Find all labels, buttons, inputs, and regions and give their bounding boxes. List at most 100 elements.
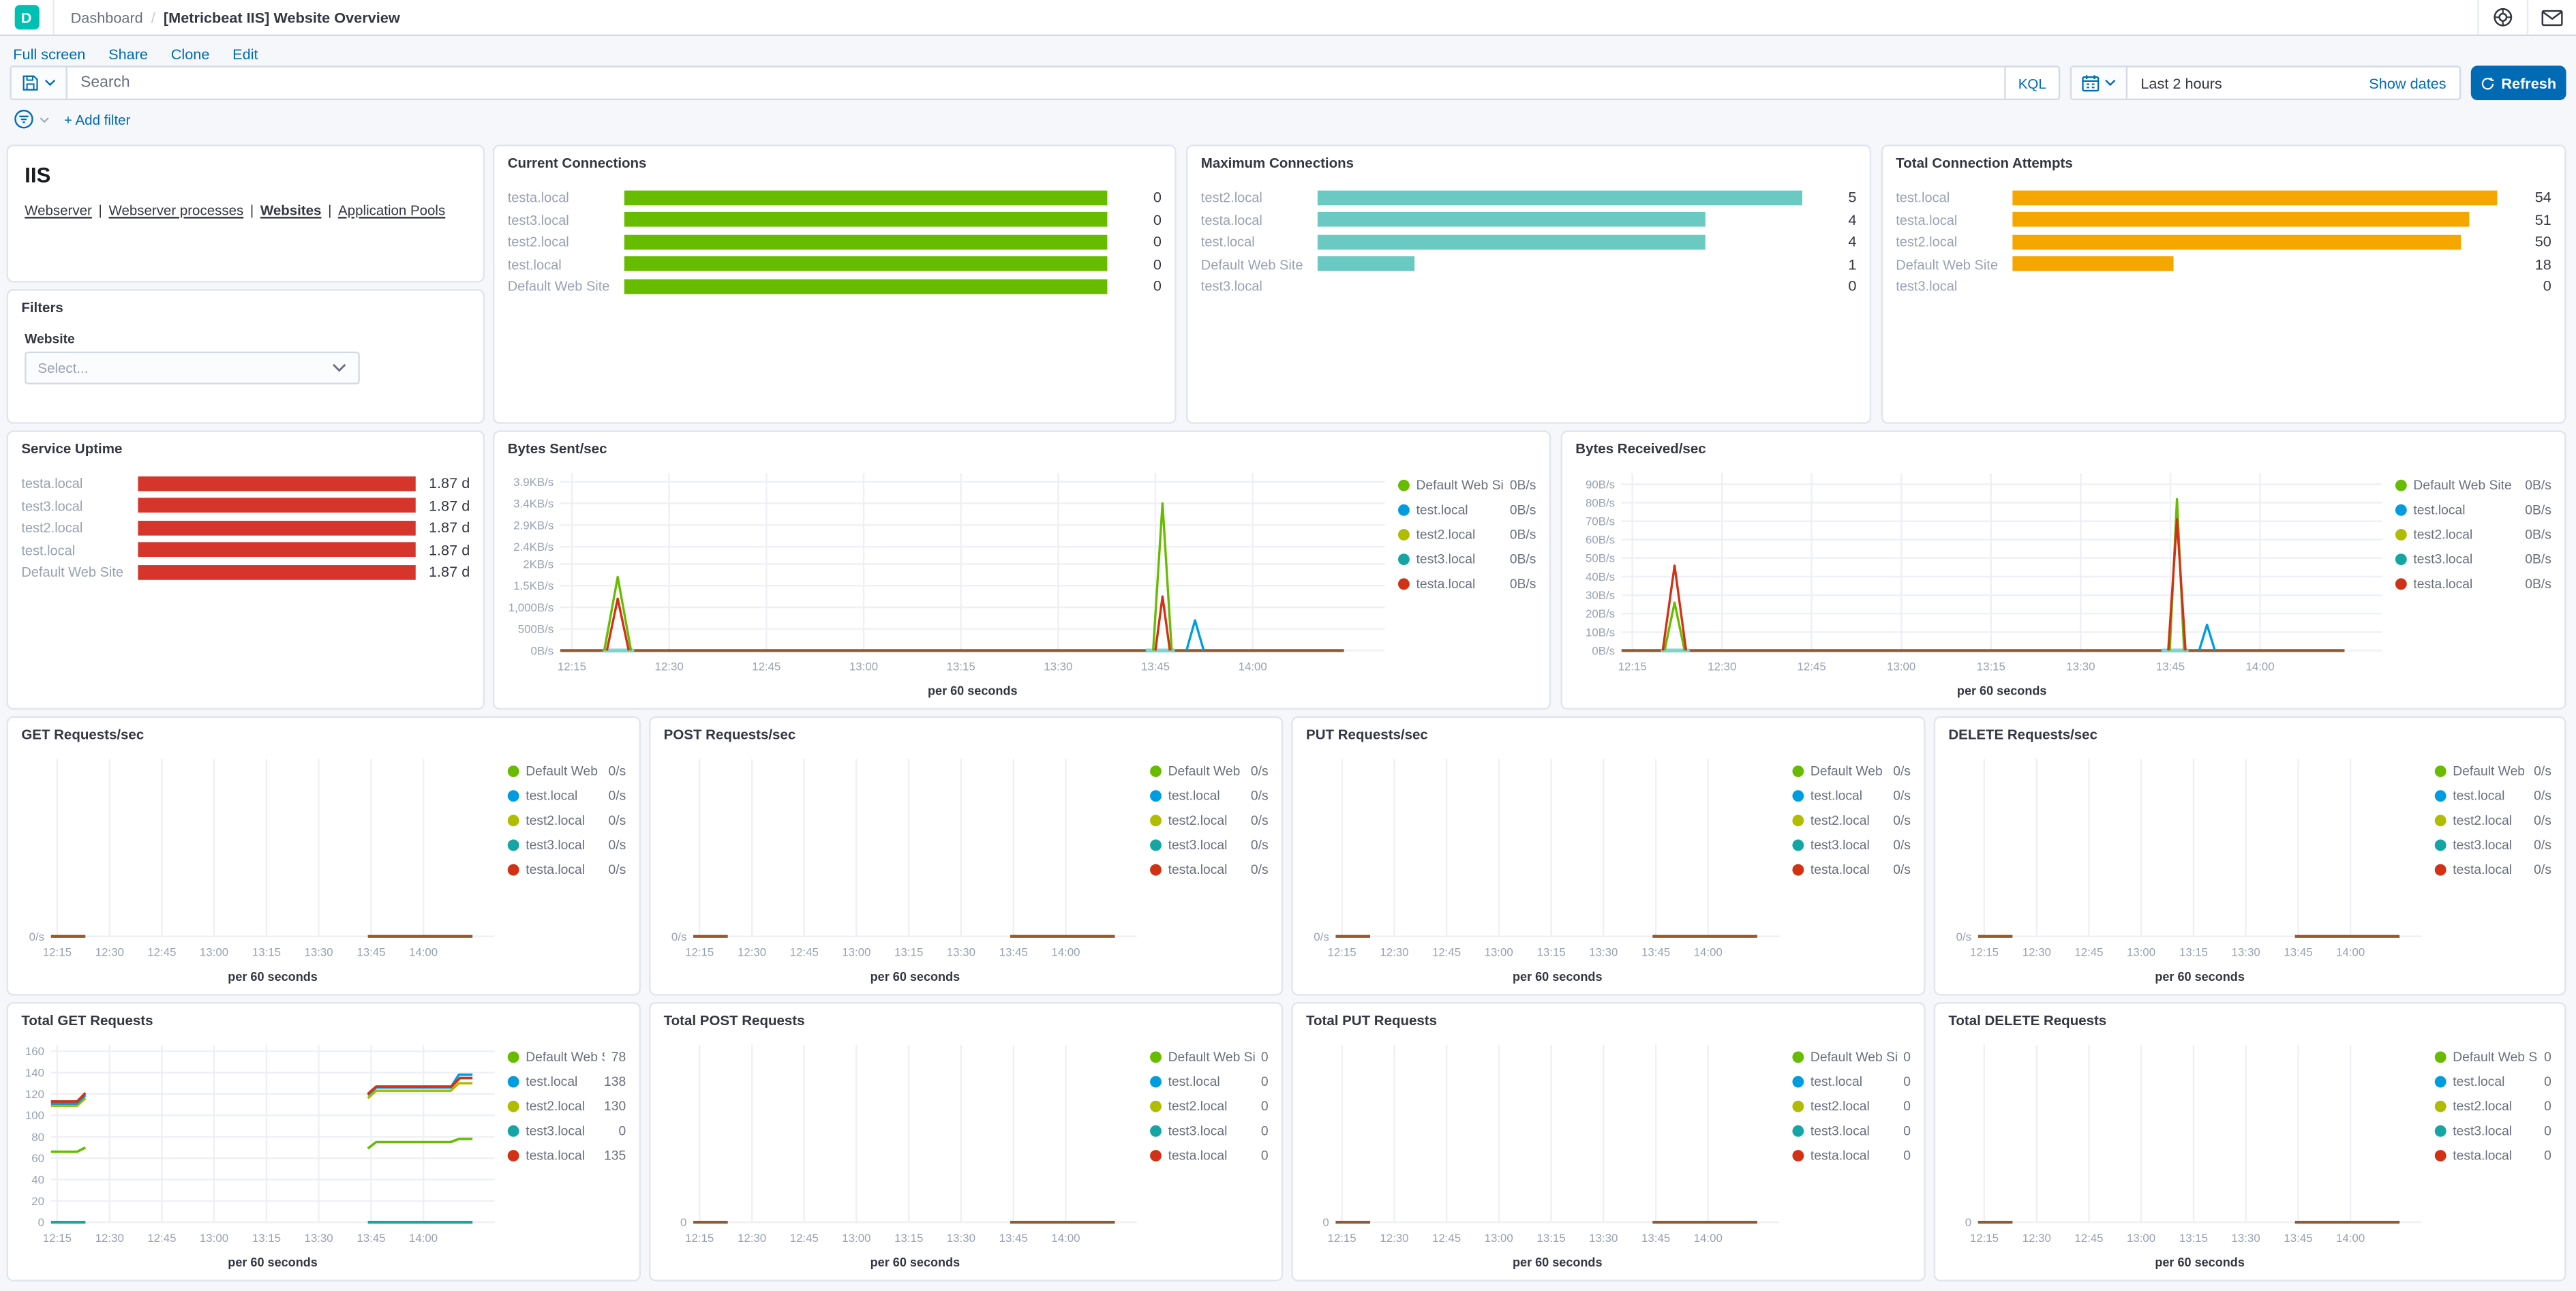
iis-link-application-pools[interactable]: Application Pools (338, 202, 446, 219)
legend-item[interactable]: test.local 0 (1792, 1074, 1911, 1089)
legend-item[interactable]: test3.local 0 (2434, 1124, 2551, 1138)
legend-item[interactable]: testa.local 0 (1150, 1149, 1269, 1163)
legend-item[interactable]: test3.local 0 (507, 1124, 626, 1138)
legend-item[interactable]: test3.local 0/s (507, 838, 626, 853)
bar-label: test.local (1896, 189, 1950, 206)
toolbar-link-clone[interactable]: Clone (170, 46, 210, 63)
legend-item[interactable]: testa.local 0 (2434, 1149, 2551, 1163)
calendar-button[interactable] (2072, 67, 2128, 99)
legend-item[interactable]: test3.local 0/s (2434, 838, 2551, 853)
legend-item[interactable]: test2.local 0B/s (2395, 528, 2551, 542)
panel-title[interactable]: Total GET Requests (21, 1012, 153, 1029)
panel-title[interactable]: Total Connection Attempts (1896, 154, 2073, 171)
legend-item[interactable]: test2.local 0 (2434, 1099, 2551, 1114)
panel-title[interactable]: Current Connections (507, 154, 647, 171)
legend-item[interactable]: test3.local 0/s (1150, 838, 1269, 853)
legend-item[interactable]: test3.local 0/s (1792, 838, 1911, 853)
legend-item[interactable]: test.local 0B/s (2395, 502, 2551, 517)
time-range[interactable]: Last 2 hours (2140, 74, 2222, 91)
space-avatar[interactable]: D (14, 5, 39, 30)
panel-title[interactable]: Bytes Received/sec (1575, 440, 1706, 457)
legend-item[interactable]: testa.local 0 (1792, 1149, 1911, 1163)
panel-title[interactable]: Service Uptime (21, 440, 123, 457)
legend-item[interactable]: test3.local 0 (1792, 1124, 1911, 1138)
refresh-button[interactable]: Refresh (2470, 65, 2566, 101)
toolbar-link-full-screen[interactable]: Full screen (13, 46, 86, 63)
legend-item[interactable]: test3.local 0 (1150, 1124, 1269, 1138)
legend-item[interactable]: test2.local 130 (507, 1099, 626, 1114)
iis-link-webserver[interactable]: Webserver (25, 202, 92, 219)
bar-row: test.local 4 (1201, 234, 1857, 250)
legend-item[interactable]: test2.local 0/s (1150, 813, 1269, 828)
panel-title[interactable]: PUT Requests/sec (1306, 726, 1428, 743)
legend-item[interactable]: test.local 0/s (2434, 789, 2551, 804)
legend-item[interactable]: testa.local 0B/s (1397, 577, 1536, 592)
legend-dot (2434, 1051, 2446, 1063)
header-icons (2477, 0, 2576, 35)
bar-label: test3.local (1896, 278, 1958, 295)
legend-item[interactable]: test.local 0/s (1150, 789, 1269, 804)
saved-query-button[interactable] (11, 67, 67, 99)
panel-title[interactable]: Total DELETE Requests (1948, 1012, 2107, 1029)
legend-item[interactable]: test2.local 0/s (2434, 813, 2551, 828)
iis-link-websites[interactable]: Websites (260, 202, 322, 219)
svg-text:per 60 seconds: per 60 seconds (870, 1256, 960, 1269)
legend-item[interactable]: test.local 0 (1150, 1074, 1269, 1089)
svg-text:13:45: 13:45 (2156, 660, 2185, 673)
toolbar-link-edit[interactable]: Edit (232, 46, 258, 63)
show-dates-link[interactable]: Show dates (2369, 74, 2446, 91)
filter-options-button[interactable] (13, 108, 49, 130)
panel-title[interactable]: Bytes Sent/sec (507, 440, 607, 457)
legend-item[interactable]: test.local 0 (2434, 1074, 2551, 1089)
panel-title[interactable]: Maximum Connections (1200, 154, 1354, 171)
legend-item[interactable]: Default Web Site78 (507, 1050, 626, 1065)
legend-item[interactable]: test2.local 0/s (1792, 813, 1911, 828)
legend-item[interactable]: test2.local 0 (1150, 1099, 1269, 1114)
legend-item[interactable]: testa.local 0/s (2434, 862, 2551, 877)
newsfeed-icon[interactable] (2526, 0, 2576, 35)
legend-item[interactable]: test.local 0B/s (1397, 502, 1536, 517)
legend-item[interactable]: testa.local 0/s (1792, 862, 1911, 877)
add-filter-link[interactable]: + Add filter (63, 110, 131, 127)
legend-item[interactable]: test.local 0/s (507, 789, 626, 804)
toolbar-link-share[interactable]: Share (108, 46, 149, 63)
help-icon[interactable] (2477, 0, 2526, 35)
legend-item[interactable]: testa.local 0/s (507, 862, 626, 877)
legend-item[interactable]: test2.local 0B/s (1397, 528, 1536, 542)
legend-item[interactable]: testa.local 0/s (1150, 862, 1269, 877)
bar (1317, 234, 1802, 249)
legend-item[interactable]: test3.local 0B/s (1397, 552, 1536, 566)
legend-item[interactable]: test.local 0/s (1792, 789, 1911, 804)
panel-title[interactable]: Total POST Requests (663, 1012, 805, 1029)
legend-dot (2434, 1125, 2446, 1137)
legend-dot (507, 1125, 519, 1137)
current-connections-bars: testa.local 0 test3.local 0 test2.local 0 test… (494, 171, 1175, 294)
panel-title[interactable]: DELETE Requests/sec (1948, 726, 2097, 743)
legend-item[interactable]: test.local 138 (507, 1074, 626, 1089)
legend-item[interactable]: test2.local 0/s (507, 813, 626, 828)
iis-link-webserver-processes[interactable]: Webserver processes (108, 202, 244, 219)
legend-item[interactable]: test3.local 0B/s (2395, 552, 2551, 566)
legend-item[interactable]: test2.local 0 (1792, 1099, 1911, 1114)
panel-title[interactable]: Total PUT Requests (1306, 1012, 1438, 1029)
kql-toggle[interactable]: KQL (2004, 67, 2059, 99)
website-select[interactable]: Select... (25, 351, 360, 384)
legend-item[interactable]: testa.local 0B/s (2395, 577, 2551, 592)
panel-title[interactable]: GET Requests/sec (21, 726, 145, 743)
legend-item[interactable]: testa.local 135 (507, 1149, 626, 1163)
breadcrumb-dashboard[interactable]: Dashboard (70, 9, 143, 26)
bar-value: 54 (2534, 189, 2551, 206)
search-input[interactable] (67, 74, 2005, 92)
panel-title[interactable]: POST Requests/sec (663, 726, 796, 743)
svg-text:60: 60 (31, 1152, 44, 1165)
